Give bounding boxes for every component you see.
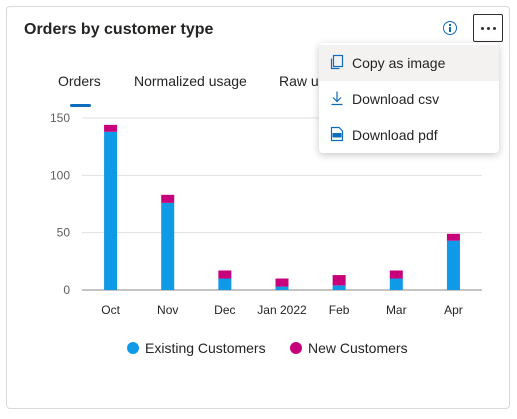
x-tick-label: Oct (101, 303, 120, 317)
tab-orders[interactable]: Orders (58, 73, 101, 89)
menu-label: Copy as image (352, 55, 446, 71)
tab-normalized-usage[interactable]: Normalized usage (134, 73, 247, 89)
x-tick-label: Jan 2022 (257, 303, 307, 317)
bar-existing-customers[interactable] (389, 278, 403, 290)
card-title: Orders by customer type (24, 21, 214, 38)
menu-label: Download csv (352, 91, 440, 107)
copy-icon (330, 54, 344, 70)
x-tick-label: Apr (444, 303, 463, 317)
y-tick-label: 0 (63, 283, 70, 297)
more-options-button[interactable] (473, 14, 503, 42)
more-dot (481, 27, 484, 30)
bar-existing-customers[interactable] (275, 286, 289, 290)
x-tick-label: Nov (157, 303, 178, 317)
download-icon (331, 91, 343, 106)
legend-dot-new (290, 342, 302, 354)
y-tick-label: 50 (57, 226, 71, 240)
selected-tab-indicator (70, 104, 91, 107)
x-tick-label: Dec (214, 303, 235, 317)
legend-dot-existing (127, 342, 139, 354)
menu-item-copy-as-image[interactable]: Copy as image (319, 45, 499, 81)
bar-new-customers[interactable] (332, 275, 346, 286)
more-dot (487, 27, 490, 30)
bar-new-customers[interactable] (161, 194, 175, 203)
bar-existing-customers[interactable] (446, 240, 460, 290)
menu-item-download-csv[interactable]: Download csv (319, 81, 499, 117)
bar-new-customers[interactable] (446, 233, 460, 241)
bar-new-customers[interactable] (389, 270, 403, 279)
bar-new-customers[interactable] (275, 278, 289, 287)
more-dot (493, 27, 496, 30)
pdf-icon (330, 126, 344, 142)
x-tick-label: Feb (329, 303, 350, 317)
y-tick-label: 100 (50, 168, 70, 182)
bar-existing-customers[interactable] (332, 285, 346, 290)
tab-raw-usage[interactable]: Raw us (279, 73, 326, 89)
export-menu: Copy as image Download csv Download pdf (319, 43, 499, 153)
x-tick-label: Mar (386, 303, 407, 317)
bar-existing-customers[interactable] (104, 131, 118, 290)
menu-item-download-pdf[interactable]: Download pdf (319, 117, 499, 153)
bar-existing-customers[interactable] (161, 202, 175, 290)
stacked-bar-chart: 0 50 100 150 Oct Nov Dec Jan 2022 Feb Mar Apr (50, 111, 482, 317)
bar-existing-customers[interactable] (218, 278, 232, 290)
y-tick-label: 150 (50, 111, 70, 125)
bar-new-customers[interactable] (218, 270, 232, 279)
legend-label-new: New Customers (308, 340, 408, 356)
legend-label-existing: Existing Customers (145, 340, 266, 356)
info-icon[interactable] (443, 21, 457, 35)
bar-new-customers[interactable] (104, 124, 118, 132)
menu-label: Download pdf (352, 127, 438, 143)
